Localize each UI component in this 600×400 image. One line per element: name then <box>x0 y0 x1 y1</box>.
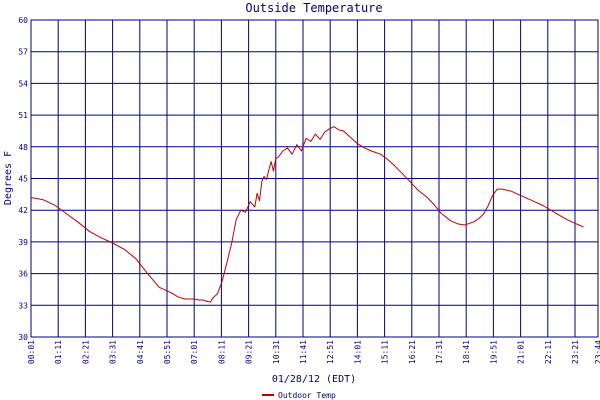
chart-title: Outside Temperature <box>245 1 382 15</box>
x-tick-label: 05:51 <box>163 340 172 364</box>
series-line-outdoor-temp <box>30 126 584 303</box>
x-tick-label: 18:41 <box>462 340 471 364</box>
x-tick-label: 21:01 <box>517 340 526 364</box>
x-tick-label: 15:11 <box>381 340 390 364</box>
x-tick-label: 16:21 <box>408 340 417 364</box>
series-layer <box>30 126 584 303</box>
y-tick-label: 30 <box>18 333 28 342</box>
x-tick-label: 10:31 <box>272 340 281 364</box>
y-tick-label: 57 <box>18 48 28 57</box>
y-tick-label: 39 <box>18 238 28 247</box>
y-axis-label: Degrees F <box>3 151 14 205</box>
y-tick-label: 36 <box>18 270 28 279</box>
x-tick-label: 12:51 <box>326 340 335 364</box>
x-axis-label: 01/28/12 (EDT) <box>272 374 356 385</box>
legend: Outdoor Temp <box>262 391 336 400</box>
x-tick-label: 08:11 <box>217 340 226 364</box>
legend-label-outdoor-temp: Outdoor Temp <box>278 391 336 400</box>
x-tick-label: 07:01 <box>190 340 199 364</box>
x-tick-label: 01:11 <box>54 340 63 364</box>
x-tick-label: 00:01 <box>27 340 36 364</box>
x-tick-label: 11:41 <box>299 340 308 364</box>
y-tick-label: 42 <box>18 206 28 215</box>
x-tick-label: 02:21 <box>81 340 90 364</box>
x-tick-label: 14:01 <box>353 340 362 364</box>
y-tick-label: 45 <box>18 175 28 184</box>
x-axis-ticks: 00:01 01:11 02:21 03:31 04:41 05:51 07:01 08:11… <box>27 340 600 364</box>
y-tick-label: 33 <box>18 301 28 310</box>
x-tick-label: 22:11 <box>544 340 553 364</box>
y-tick-label: 54 <box>18 79 28 88</box>
x-tick-label: 23:21 <box>571 340 580 364</box>
y-axis-ticks: 30 33 36 39 42 45 48 51 54 57 60 <box>18 16 28 342</box>
plot-frame <box>30 19 599 338</box>
grid-lines <box>31 20 598 337</box>
x-tick-label: 04:41 <box>136 340 145 364</box>
x-tick-label: 09:21 <box>245 340 254 364</box>
x-tick-label: 03:31 <box>109 340 118 364</box>
y-tick-label: 60 <box>18 16 28 25</box>
x-tick-label: 23:44 <box>594 340 600 364</box>
x-tick-label: 19:51 <box>489 340 498 364</box>
y-tick-label: 48 <box>18 143 28 152</box>
y-tick-label: 51 <box>18 111 28 120</box>
x-tick-label: 17:31 <box>435 340 444 364</box>
